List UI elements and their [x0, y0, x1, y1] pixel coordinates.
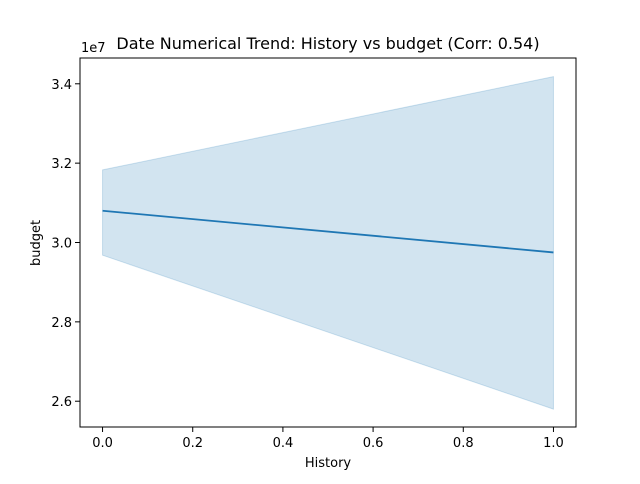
x-tick-label: 1.0: [543, 436, 564, 451]
x-tick-label: 0.4: [273, 436, 294, 451]
x-tick-label: 0.0: [92, 436, 113, 451]
y-tick-label: 2.6: [51, 395, 72, 410]
confidence-band: [102, 76, 554, 410]
x-tick-label: 0.6: [363, 436, 384, 451]
y-tick-label: 3.2: [51, 157, 72, 172]
y-axis: 2.6 2.8 3.0 3.2 3.4: [51, 78, 80, 410]
y-tick-label: 2.8: [51, 316, 72, 331]
y-tick-label: 3.4: [51, 78, 72, 93]
chart-title: Date Numerical Trend: History vs budget …: [116, 34, 539, 53]
x-axis: 0.0 0.2 0.4 0.6 0.8 1.0: [92, 427, 564, 451]
y-axis-label: budget: [29, 220, 44, 266]
trend-line-layer: [102, 209, 554, 254]
confidence-band-layer: [102, 76, 554, 410]
y-tick-label: 3.0: [51, 237, 72, 252]
x-tick-label: 0.2: [182, 436, 203, 451]
x-tick-label: 0.8: [453, 436, 474, 451]
trend-line: [102, 209, 554, 254]
y-axis-offset-label: 1e7: [81, 41, 106, 56]
x-axis-label: History: [305, 456, 352, 471]
